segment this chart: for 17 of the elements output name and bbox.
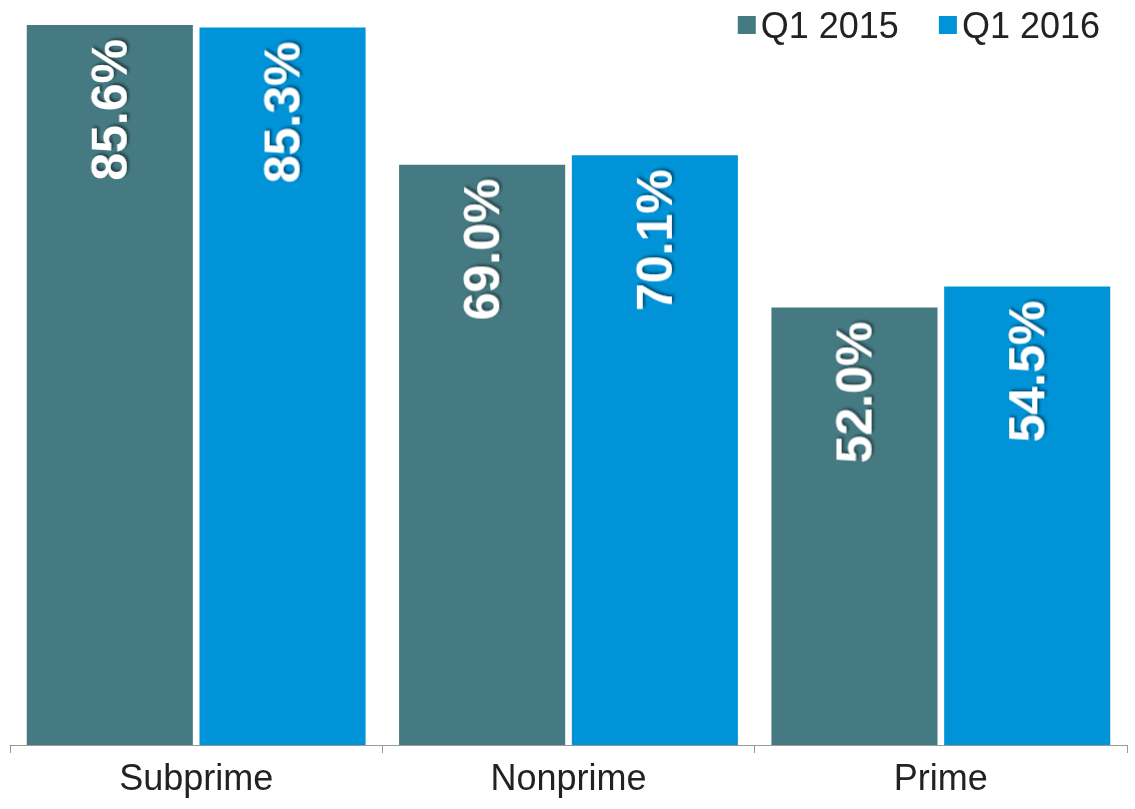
- data-label: 52.0%: [826, 321, 883, 464]
- x-tick-label: Subprime: [119, 756, 274, 798]
- bar: [199, 27, 366, 745]
- x-tick-label: Prime: [893, 756, 988, 798]
- bar: [771, 307, 938, 745]
- data-label: 85.6%: [81, 39, 138, 181]
- data-label: 70.1%: [626, 169, 683, 312]
- legend-label: Q1 2015: [760, 4, 899, 46]
- data-label: 54.5%: [999, 300, 1056, 443]
- bar: [571, 155, 738, 745]
- bar: [26, 25, 193, 745]
- bar: [399, 164, 566, 745]
- legend-label: Q1 2016: [961, 4, 1101, 46]
- bar: [944, 286, 1111, 745]
- data-label: 69.0%: [454, 178, 511, 321]
- data-label: 85.3%: [254, 41, 311, 184]
- x-tick-label: Nonprime: [490, 756, 647, 798]
